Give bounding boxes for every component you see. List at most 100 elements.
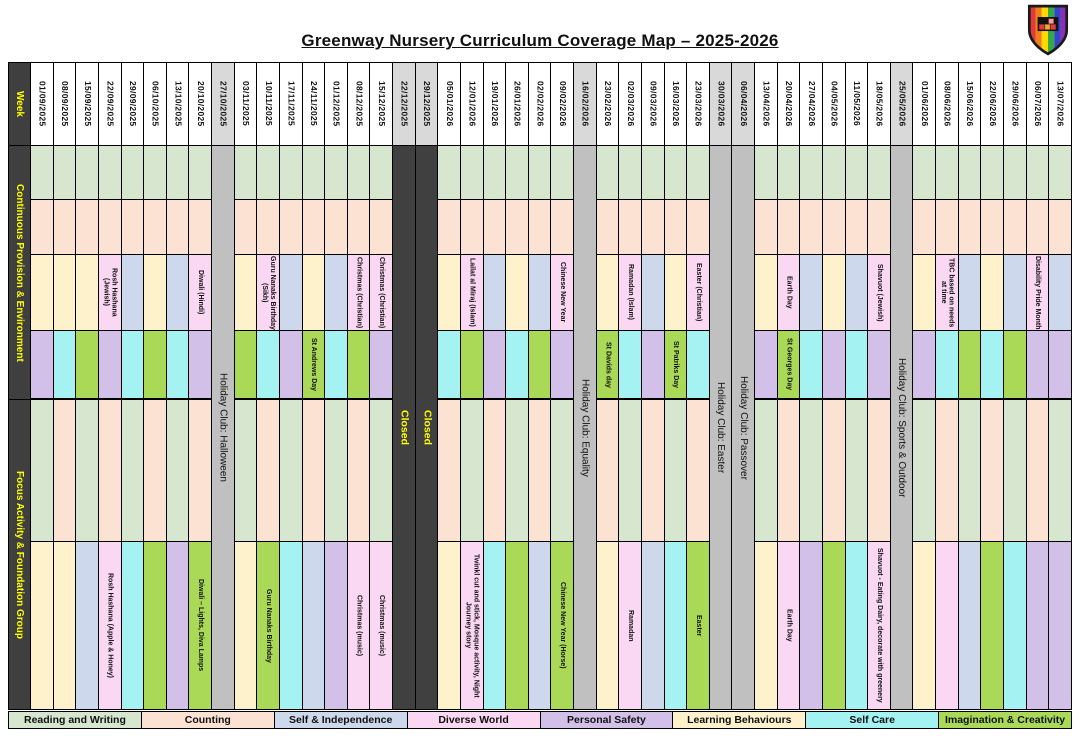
activity-cell: Easter (Christian) [687, 255, 709, 331]
activity-cell [596, 255, 619, 331]
week-column: 15/12/2025 Christmas (Christian) Christmas… [370, 63, 393, 709]
activity-cell [755, 146, 777, 200]
activity-cell [144, 400, 166, 542]
legend-item-label: Self Care [849, 714, 895, 726]
week-date-header: 06/10/2025 [144, 63, 166, 146]
activity-cell [1049, 400, 1071, 542]
week-column: 09/03/2026 [641, 63, 665, 709]
week-date-header: 16/03/2026 [664, 63, 687, 146]
week-date: 24/11/2025 [309, 81, 320, 127]
week-date-header: 19/01/2026 [483, 63, 506, 146]
week-column: 02/02/2026 [528, 63, 552, 709]
week-date-header: 02/02/2026 [528, 63, 551, 146]
activity-cell [1003, 255, 1026, 331]
event-label: St Davids day [604, 341, 612, 388]
activity-cell [144, 255, 166, 331]
week-date-header: 22/06/2026 [981, 63, 1003, 146]
week-column: 12/01/2026 Lailat al Miraj (Islam) Twinkl … [460, 63, 484, 709]
week-column: 08/09/2025 [53, 63, 77, 709]
week-date-header: 02/03/2026 [619, 63, 641, 146]
activity-cell [438, 400, 460, 542]
activity-cell [438, 200, 460, 255]
event-label: Shavuot (Jewish) [875, 263, 883, 322]
closed-label: Closed [398, 409, 411, 445]
activity-cell [664, 200, 687, 255]
activity-cell [460, 146, 483, 200]
activity-cell [800, 400, 822, 542]
activity-cell [1026, 542, 1049, 709]
legend-item-label: Diverse World [438, 714, 509, 726]
week-date-header: 29/12/2025 [415, 63, 438, 146]
week-date-header: 11/05/2026 [845, 63, 868, 146]
activity-cell [528, 200, 551, 255]
activity-cell [641, 255, 664, 331]
activity-cell [755, 400, 777, 542]
legend-item-label: Counting [184, 714, 231, 726]
event-label: Ramadan (Islam) [626, 264, 634, 321]
activity-cell [31, 400, 53, 542]
activity-cell [302, 255, 325, 331]
activity-cell: Twinkl cut and stick, Mosque activity, N… [460, 542, 483, 709]
activity-cell [76, 146, 98, 200]
week-date: 19/01/2026 [490, 81, 501, 127]
activity-cell [144, 146, 166, 200]
week-date: 22/09/2025 [105, 81, 116, 127]
closed-week-cell: Closed [393, 146, 415, 709]
week-date-header: 24/11/2025 [302, 63, 325, 146]
activity-cell [98, 331, 121, 400]
activity-cell: Christmas (music) [370, 542, 392, 709]
activity-cell [370, 400, 392, 542]
activity-cell [822, 331, 845, 400]
activity-cell [76, 200, 98, 255]
activity-cell [619, 146, 641, 200]
activity-cell: Easter [687, 542, 709, 709]
activity-cell: Chinese New Year [551, 255, 573, 331]
activity-cell [981, 400, 1003, 542]
activity-cell [279, 255, 302, 331]
legend-item-reading: Reading and Writing [9, 712, 142, 728]
week-date-header: 25/05/2026 [890, 63, 913, 146]
week-date-header: 08/09/2025 [53, 63, 76, 146]
activity-cell [370, 331, 392, 400]
week-date: 16/03/2026 [671, 81, 682, 127]
event-label: St Andrews Day [310, 337, 318, 392]
activity-cell [460, 331, 483, 400]
week-column: 24/11/2025 St Andrews Day [302, 63, 326, 709]
legend-item-safety: Personal Safety [540, 712, 674, 728]
holiday-column: 06/04/2026 Holiday Club: Passover [732, 63, 755, 709]
activity-cell [506, 331, 528, 400]
activity-cell [1026, 400, 1049, 542]
activity-cell [913, 146, 935, 200]
activity-cell [144, 200, 166, 255]
week-date-header: 03/11/2025 [234, 63, 257, 146]
week-date: 10/11/2025 [263, 81, 274, 127]
activity-cell [121, 255, 144, 331]
activity-cell [279, 331, 302, 400]
activity-cell [189, 146, 211, 200]
event-label: Diwali (Hindi) [197, 270, 205, 315]
event-label: Chinese New Year (Horse) [559, 582, 567, 669]
activity-cell [121, 200, 144, 255]
activity-cell [483, 255, 506, 331]
holiday-club-cell: Holiday Club: Halloween [212, 146, 234, 709]
week-date-header: 29/09/2025 [121, 63, 144, 146]
activity-cell [687, 200, 709, 255]
activity-cell [1003, 146, 1026, 200]
week-column: 13/10/2025 [166, 63, 190, 709]
activity-cell [166, 255, 189, 331]
week-date: 06/10/2025 [150, 81, 161, 127]
activity-cell [234, 400, 257, 542]
sidebar-continuous-provision-label: Continuous Provision & Environment [9, 146, 31, 400]
event-label: Rosh Hashana (Apple & Honey) [106, 572, 114, 678]
holiday-club-label: Holiday Club: Easter [715, 381, 727, 474]
week-date: 15/06/2026 [965, 81, 976, 127]
activity-cell [257, 200, 279, 255]
week-date: 01/06/2026 [919, 81, 930, 127]
activity-cell [98, 400, 121, 542]
activity-cell [1003, 542, 1026, 709]
week-column: 08/12/2025 Christmas (Christian) Christmas… [347, 63, 371, 709]
activity-cell [596, 542, 619, 709]
event-label: St Georges Day [785, 338, 793, 391]
week-date-header: 09/02/2026 [551, 63, 573, 146]
activity-cell [596, 400, 619, 542]
